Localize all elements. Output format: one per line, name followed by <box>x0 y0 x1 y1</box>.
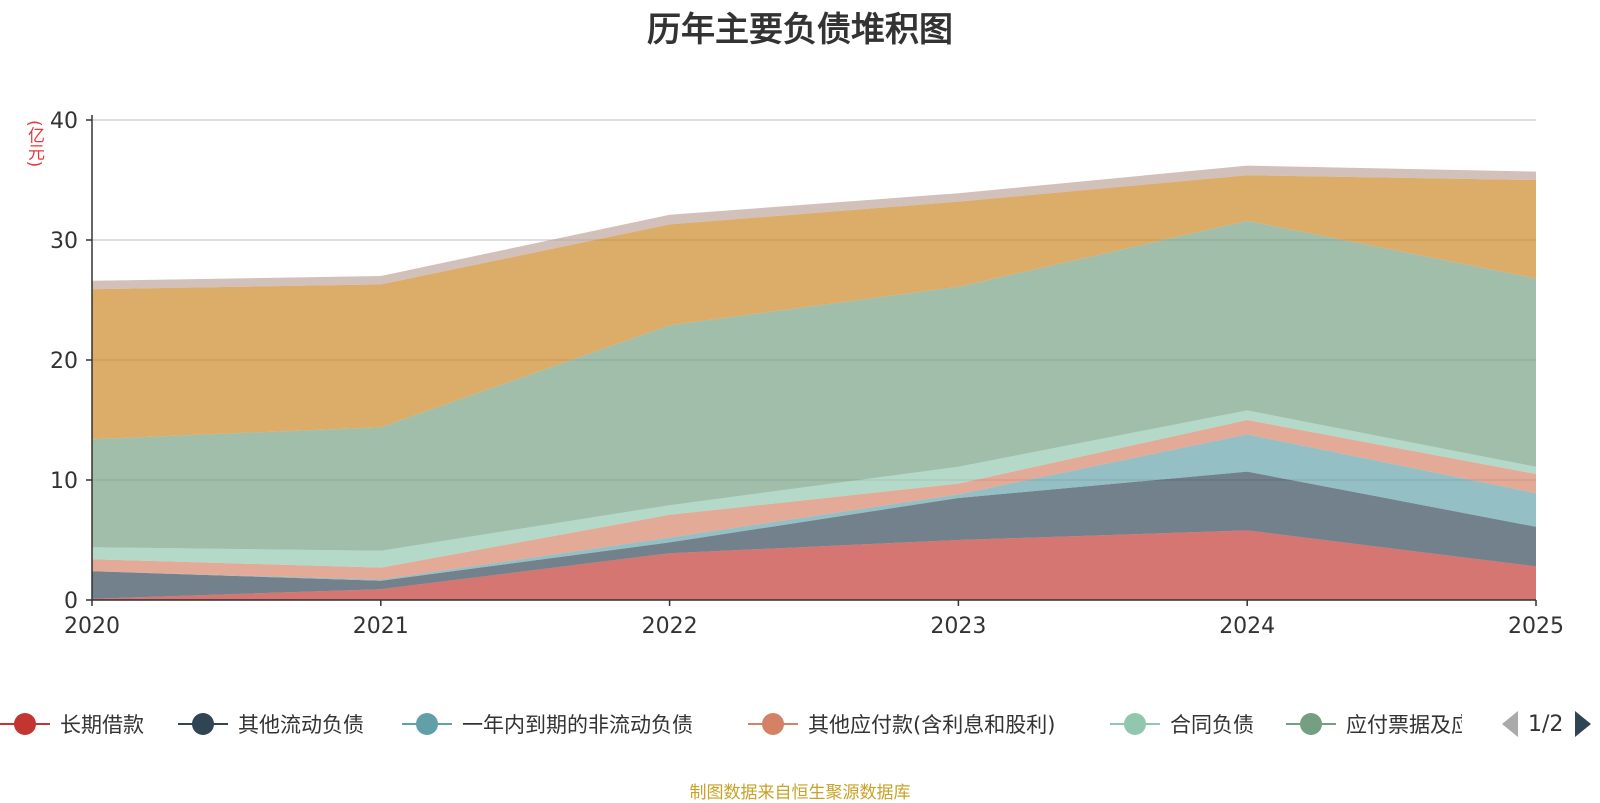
legend-label: 长期借款 <box>60 713 144 737</box>
chart-title: 历年主要负债堆积图 <box>647 10 953 50</box>
x-tick-label: 2025 <box>1508 614 1564 639</box>
legend-item[interactable]: 应付票据及应付账款 <box>1286 705 1462 743</box>
legend-label: 其他流动负债 <box>238 713 364 737</box>
legend-item[interactable]: 长期借款 <box>0 705 144 743</box>
legend-marker-icon <box>1286 713 1336 735</box>
area-series-3[interactable] <box>92 434 1536 581</box>
y-tick-label: 20 <box>50 349 78 374</box>
legend-scroll-area: 长期借款 其他流动负债 一年内到期的非流动负债 其他应付款(含利息和股利) 合同负债 应付… <box>0 705 1462 743</box>
triangle-left-icon[interactable] <box>1500 709 1520 739</box>
legend-pager: 1/2 <box>1500 705 1593 743</box>
area-series-6[interactable] <box>92 220 1536 551</box>
legend-item[interactable]: 其他应付款(含利息和股利) <box>748 705 1055 743</box>
data-source-footer: 制图数据来自恒生聚源数据库 <box>689 783 911 803</box>
legend-label: 一年内到期的非流动负债 <box>462 713 693 737</box>
x-tick-label: 2024 <box>1219 614 1275 639</box>
area-series-4[interactable] <box>92 420 1536 580</box>
legend-page-indicator: 1/2 <box>1528 711 1564 737</box>
legend-item[interactable]: 其他流动负债 <box>178 705 364 743</box>
legend-marker-icon <box>0 713 50 735</box>
legend-marker-icon <box>178 713 228 735</box>
legend: 长期借款 其他流动负债 一年内到期的非流动负债 其他应付款(含利息和股利) 合同负债 应付… <box>0 705 1600 743</box>
legend-marker-icon <box>748 713 798 735</box>
legend-marker-icon <box>1110 713 1160 735</box>
stacked-area-chart: 0 10 20 30 40 2020 2021 2022 2023 2024 2025 <box>50 109 1564 639</box>
y-axis-unit-label: (亿元) <box>24 120 44 168</box>
legend-label: 其他应付款(含利息和股利) <box>808 713 1056 737</box>
area-series-1[interactable] <box>92 530 1536 600</box>
y-tick-label: 40 <box>50 109 78 134</box>
legend-label: 合同负债 <box>1170 713 1254 737</box>
y-tick-label: 0 <box>64 589 78 614</box>
x-tick-label: 2020 <box>64 614 120 639</box>
y-tick-label: 30 <box>50 229 78 254</box>
area-series-5[interactable] <box>92 410 1536 568</box>
y-tick-label: 10 <box>50 469 78 494</box>
legend-marker-icon <box>402 713 452 735</box>
triangle-right-icon[interactable] <box>1573 709 1593 739</box>
x-tick-label: 2022 <box>642 614 698 639</box>
legend-label: 应付票据及应付账款 <box>1346 713 1462 737</box>
x-tick-label: 2021 <box>353 614 409 639</box>
x-tick-label: 2023 <box>930 614 986 639</box>
area-series-7[interactable] <box>92 175 1536 440</box>
legend-item[interactable]: 一年内到期的非流动负债 <box>402 705 693 743</box>
legend-item[interactable]: 合同负债 <box>1110 705 1254 743</box>
area-series-2[interactable] <box>92 471 1536 599</box>
